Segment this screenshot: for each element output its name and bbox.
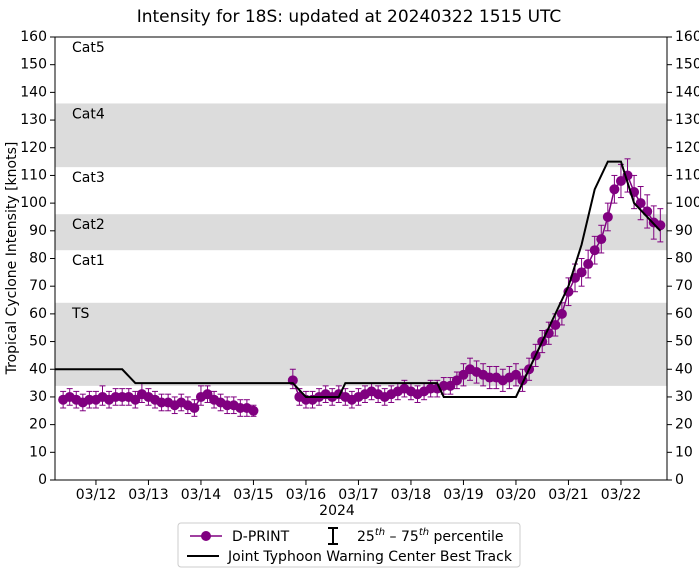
- data-point: [583, 259, 594, 270]
- data-point: [589, 245, 600, 256]
- x-tick-label: 03/15: [233, 487, 273, 503]
- legend-text-part: th: [375, 527, 385, 538]
- y-tick-label: 70: [29, 278, 47, 294]
- legend-label: Joint Typhoon Warning Center Best Track: [227, 549, 513, 565]
- y2-tick-label: 150: [675, 57, 699, 73]
- data-point: [445, 380, 456, 391]
- y-tick-label: 140: [20, 84, 47, 100]
- y2-tick-label: 120: [675, 140, 699, 156]
- data-point: [451, 375, 462, 386]
- legend-label: D-PRINT: [232, 529, 290, 545]
- x-tick-label: 03/18: [391, 487, 431, 503]
- data-point: [248, 405, 259, 416]
- y2-tick-label: 70: [675, 278, 693, 294]
- data-point: [602, 211, 613, 222]
- x-tick-label: 03/21: [548, 487, 588, 503]
- legend-frame: [177, 522, 521, 568]
- data-point: [655, 220, 666, 231]
- category-band: [55, 103, 667, 168]
- series-line: [55, 160, 662, 398]
- y2-tick-label: 130: [675, 112, 699, 128]
- y-tick-label: 30: [29, 389, 47, 405]
- y-tick-label: 100: [20, 195, 47, 211]
- data-point: [189, 403, 200, 414]
- category-label: TS: [71, 306, 90, 322]
- y-tick-label: 90: [29, 223, 47, 239]
- category-label: Cat2: [72, 217, 105, 233]
- category-label: Cat4: [72, 106, 105, 122]
- data-point: [130, 394, 141, 405]
- y-tick-label: 10: [29, 444, 47, 460]
- category-label: Cat1: [72, 253, 105, 269]
- legend-text-part: th: [419, 527, 429, 538]
- plot-frame: [54, 36, 668, 481]
- category-band: [55, 302, 667, 386]
- legend-marker: [201, 531, 211, 541]
- y2-tick-label: 0: [675, 472, 684, 488]
- data-point: [556, 308, 567, 319]
- y-tick-label: 120: [20, 140, 47, 156]
- y-tick-label: 60: [29, 306, 47, 322]
- x-tick-label: 03/12: [76, 487, 116, 503]
- data-point: [596, 234, 607, 245]
- chart-title: Intensity for 18S: updated at 20240322 1…: [137, 7, 562, 27]
- y2-tick-label: 10: [675, 444, 693, 460]
- x-tick-label: 03/17: [338, 487, 378, 503]
- y2-tick-label: 80: [675, 251, 693, 267]
- y2-tick-label: 40: [675, 361, 693, 377]
- y-axis-label: Tropical Cyclone Intensity [knots]: [4, 142, 20, 376]
- x-tick-label: 03/20: [496, 487, 536, 503]
- data-point: [458, 369, 469, 380]
- y2-tick-label: 90: [675, 223, 693, 239]
- y-tick-label: 110: [20, 167, 47, 183]
- y2-tick-label: 30: [675, 389, 693, 405]
- data-point: [576, 267, 587, 278]
- data-point: [202, 389, 213, 400]
- data-point: [642, 206, 653, 217]
- y2-tick-label: 50: [675, 334, 693, 350]
- y2-tick-label: 140: [675, 84, 699, 100]
- x-tick-label: 03/19: [443, 487, 483, 503]
- y2-tick-label: 60: [675, 306, 693, 322]
- x-tick-label: 03/13: [128, 487, 168, 503]
- x-tick-label: 03/16: [286, 487, 326, 503]
- y2-tick-label: 20: [675, 417, 693, 433]
- y2-tick-label: 160: [675, 29, 699, 45]
- y-tick-label: 20: [29, 417, 47, 433]
- data-point: [615, 175, 626, 186]
- data-point: [550, 319, 561, 330]
- data-point: [510, 369, 521, 380]
- y-tick-label: 80: [29, 251, 47, 267]
- legend-label: 25th – 75th percentile: [357, 527, 504, 545]
- y-tick-label: 150: [20, 57, 47, 73]
- y2-tick-label: 110: [675, 167, 699, 183]
- category-label: Cat5: [72, 40, 105, 56]
- legend-text-part: 25: [357, 529, 375, 545]
- category-band: [55, 214, 667, 251]
- y-tick-label: 160: [20, 29, 47, 45]
- y-tick-label: 130: [20, 112, 47, 128]
- data-point: [635, 198, 646, 209]
- x-tick-label: 03/14: [181, 487, 221, 503]
- x-tick-label: 03/22: [601, 487, 641, 503]
- legend-text-part: – 75: [385, 529, 419, 545]
- category-label: Cat3: [72, 170, 105, 186]
- legend-text-part: percentile: [429, 529, 503, 545]
- x-axis-label: 2024: [319, 503, 355, 519]
- y2-tick-label: 100: [675, 195, 699, 211]
- y-tick-label: 0: [38, 472, 47, 488]
- y-tick-label: 50: [29, 334, 47, 350]
- data-point: [609, 184, 620, 195]
- y-tick-label: 40: [29, 361, 47, 377]
